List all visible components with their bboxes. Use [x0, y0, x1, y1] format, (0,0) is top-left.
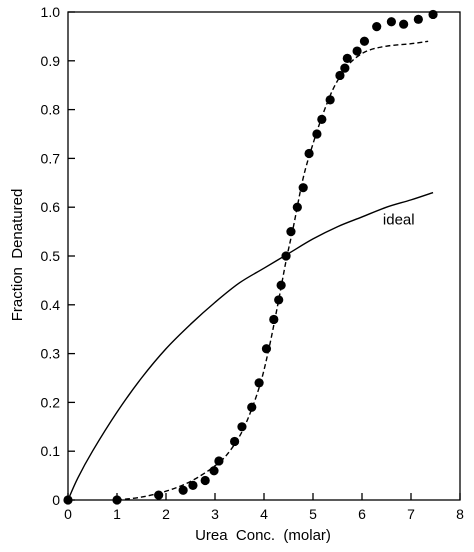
dashed-fit-curve: [116, 40, 429, 501]
y-tick-label: 1.0: [41, 4, 61, 20]
axes: 0 1 2 3 4 5 6 7 8 0 0.1 0.2 0.3 0.4 0.5 0.6 0.7 0.8 0.9 1.0: [41, 4, 465, 522]
x-axis-title: Urea Conc. (molar): [195, 527, 331, 544]
x-tick-label: 8: [456, 506, 464, 522]
data-point: [261, 344, 272, 354]
data-point: [335, 70, 345, 81]
data-point: [269, 314, 279, 325]
y-axis-title: Fraction Denatured: [9, 189, 26, 322]
data-point: [281, 251, 291, 261]
data-point: [298, 183, 308, 193]
y-tick-label: 0.5: [41, 248, 61, 264]
x-tick-label: 0: [64, 506, 72, 522]
data-point: [342, 53, 352, 63]
curves: [67, 40, 434, 501]
data-point: [276, 280, 286, 290]
data-point: [359, 36, 370, 46]
y-tick-label: 0.4: [41, 297, 61, 313]
data-point: [286, 227, 296, 237]
data-points: [63, 9, 438, 505]
data-point: [340, 63, 350, 73]
data-point: [214, 456, 224, 466]
data-point: [386, 17, 396, 27]
data-point: [292, 202, 302, 212]
y-tick-label: 0.1: [41, 443, 61, 459]
ideal-curve: [67, 191, 434, 501]
plot-frame: [67, 11, 461, 501]
data-point: [254, 378, 264, 388]
data-point: [274, 295, 284, 305]
x-tick-label: 6: [358, 506, 366, 522]
x-tick-label: 3: [211, 506, 219, 522]
x-tick-label: 1: [113, 506, 121, 522]
y-tick-label: 0: [52, 492, 60, 508]
data-point: [154, 490, 164, 500]
x-tick-label: 2: [162, 506, 170, 522]
x-tick-label: 4: [260, 506, 268, 522]
data-point: [413, 14, 423, 24]
data-point: [428, 9, 438, 20]
data-point: [63, 495, 73, 505]
y-tick-label: 0.3: [41, 346, 61, 362]
data-point: [325, 95, 335, 105]
data-point: [200, 475, 210, 486]
data-point: [312, 129, 322, 139]
data-point: [178, 485, 188, 495]
data-point: [399, 19, 409, 29]
y-tick-label: 0.6: [41, 199, 61, 215]
annotation-ideal: ideal: [383, 211, 415, 228]
y-tick-label: 0.9: [41, 53, 61, 69]
data-point: [209, 466, 219, 476]
data-point: [352, 46, 362, 56]
y-tick-label: 0.2: [41, 394, 61, 410]
labels: Urea Conc. (molar) Fraction Denatured id…: [9, 189, 415, 544]
x-tick-label: 7: [407, 506, 415, 522]
data-point: [372, 22, 382, 32]
data-point: [304, 148, 314, 159]
data-point: [230, 436, 240, 447]
data-point: [188, 480, 198, 490]
x-tick-label: 5: [309, 506, 317, 522]
data-point: [317, 114, 327, 124]
y-tick-label: 0.7: [41, 150, 61, 166]
data-point: [112, 495, 122, 505]
data-point: [237, 422, 247, 432]
y-tick-label: 0.8: [41, 102, 61, 118]
data-point: [247, 402, 257, 412]
